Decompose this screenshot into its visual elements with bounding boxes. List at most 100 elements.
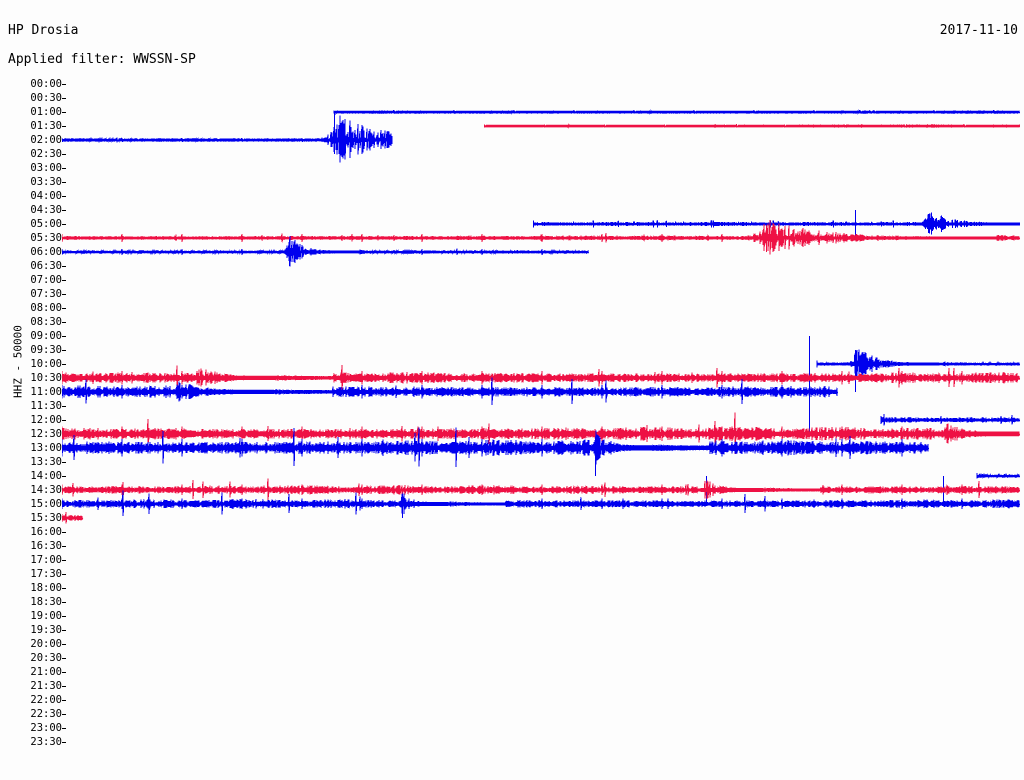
time-tick — [62, 742, 66, 743]
time-label: 06:00 — [30, 246, 62, 258]
time-tick — [62, 322, 66, 323]
time-tick — [62, 336, 66, 337]
time-label: 08:00 — [30, 302, 62, 314]
time-tick — [62, 196, 66, 197]
time-tick — [62, 630, 66, 631]
time-label: 15:30 — [30, 512, 62, 524]
time-label: 08:30 — [30, 316, 62, 328]
time-label: 03:30 — [30, 176, 62, 188]
time-label: 22:30 — [30, 708, 62, 720]
time-label: 09:30 — [30, 344, 62, 356]
applied-filter-label: Applied filter: WWSSN-SP — [8, 52, 196, 67]
time-tick — [62, 532, 66, 533]
seismic-trace — [62, 364, 1020, 391]
time-tick — [62, 616, 66, 617]
seismic-trace — [62, 236, 589, 267]
time-tick — [62, 546, 66, 547]
time-label: 06:30 — [30, 260, 62, 272]
time-tick — [62, 476, 66, 477]
seismic-trace — [880, 413, 1020, 426]
time-label: 05:00 — [30, 218, 62, 230]
time-label: 21:00 — [30, 666, 62, 678]
time-label: 16:00 — [30, 526, 62, 538]
time-label: 19:30 — [30, 624, 62, 636]
seismic-trace — [62, 511, 83, 524]
time-tick — [62, 728, 66, 729]
time-tick — [62, 658, 66, 659]
time-tick — [62, 672, 66, 673]
time-label: 18:30 — [30, 596, 62, 608]
seismic-trace — [816, 349, 1020, 378]
time-label: 03:00 — [30, 162, 62, 174]
time-tick — [62, 98, 66, 99]
time-tick — [62, 266, 66, 267]
time-tick — [62, 686, 66, 687]
time-tick — [62, 210, 66, 211]
time-label: 07:00 — [30, 274, 62, 286]
station-title: HP Drosia — [8, 23, 79, 38]
time-tick — [62, 364, 66, 365]
time-tick — [62, 154, 66, 155]
time-tick — [62, 714, 66, 715]
time-label: 11:00 — [30, 386, 62, 398]
time-label: 18:00 — [30, 582, 62, 594]
time-label: 12:30 — [30, 428, 62, 440]
time-label: 01:00 — [30, 106, 62, 118]
time-label: 07:30 — [30, 288, 62, 300]
time-label: 15:00 — [30, 498, 62, 510]
time-tick — [62, 182, 66, 183]
time-tick — [62, 602, 66, 603]
time-label: 09:00 — [30, 330, 62, 342]
time-tick — [62, 308, 66, 309]
time-tick — [62, 168, 66, 169]
time-tick — [62, 462, 66, 463]
date-label: 2017-11-10 — [939, 23, 1018, 38]
time-tick — [62, 588, 66, 589]
time-label: 20:30 — [30, 652, 62, 664]
time-tick — [62, 644, 66, 645]
time-tick — [62, 560, 66, 561]
time-label: 10:30 — [30, 372, 62, 384]
time-label: 16:30 — [30, 540, 62, 552]
time-tick — [62, 294, 66, 295]
seismic-trace — [62, 490, 1020, 517]
seismogram-svg — [62, 108, 1020, 524]
time-tick — [62, 350, 66, 351]
time-label: 02:00 — [30, 134, 62, 146]
time-label: 13:30 — [30, 456, 62, 468]
time-label: 21:30 — [30, 680, 62, 692]
time-label: 04:00 — [30, 190, 62, 202]
seismic-trace — [62, 427, 929, 468]
time-tick — [62, 420, 66, 421]
time-tick — [62, 112, 66, 113]
time-label: 00:30 — [30, 92, 62, 104]
time-label: 23:00 — [30, 722, 62, 734]
time-tick — [62, 280, 66, 281]
time-label: 05:30 — [30, 232, 62, 244]
seismogram-plot — [62, 84, 1020, 756]
time-label: 00:00 — [30, 78, 62, 90]
time-axis: 00:00 00:30 01:00 01:30 02:00 02:30 03:00 03:30… — [0, 0, 66, 780]
time-tick — [62, 574, 66, 575]
time-label: 14:00 — [30, 470, 62, 482]
time-label: 22:00 — [30, 694, 62, 706]
time-label: 17:00 — [30, 554, 62, 566]
time-label: 20:00 — [30, 638, 62, 650]
time-tick — [62, 126, 66, 127]
time-label: 11:30 — [30, 400, 62, 412]
time-tick — [62, 224, 66, 225]
seismic-trace — [62, 377, 838, 406]
time-tick — [62, 406, 66, 407]
time-tick — [62, 84, 66, 85]
time-label: 13:00 — [30, 442, 62, 454]
time-label: 01:30 — [30, 120, 62, 132]
time-tick — [62, 700, 66, 701]
time-label: 12:00 — [30, 414, 62, 426]
time-label: 23:30 — [30, 736, 62, 748]
time-label: 04:30 — [30, 204, 62, 216]
time-label: 19:00 — [30, 610, 62, 622]
time-label: 10:00 — [30, 358, 62, 370]
seismic-trace — [62, 115, 393, 163]
seismic-trace — [62, 478, 1020, 501]
